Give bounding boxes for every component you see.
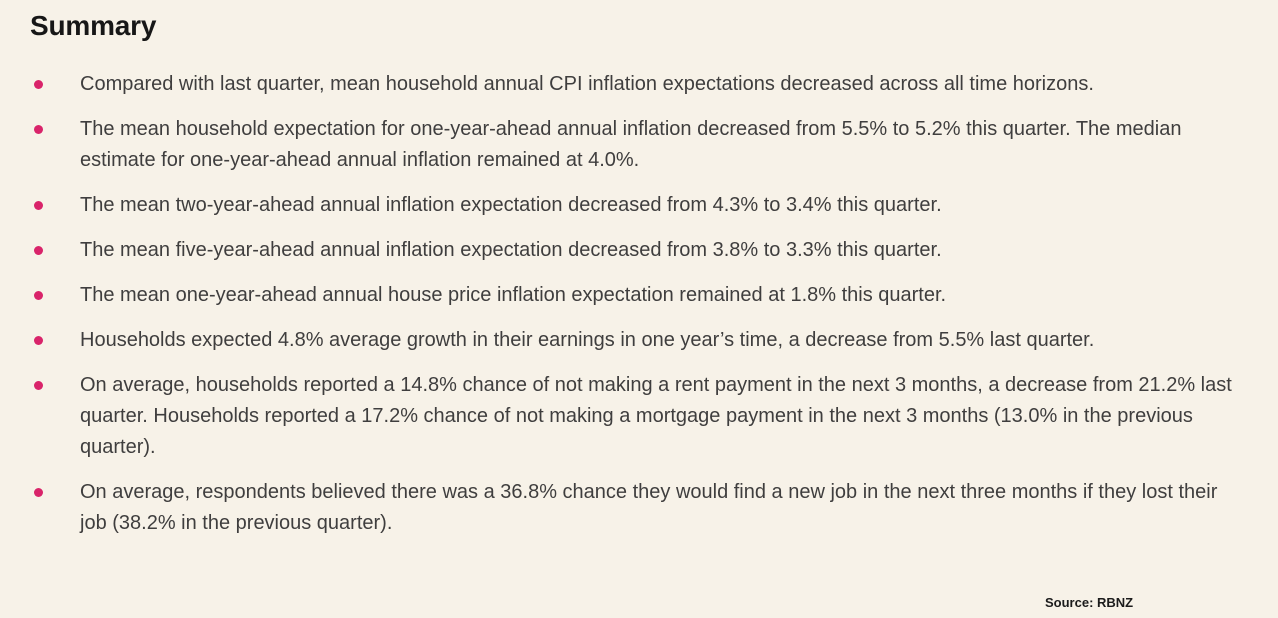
bullet-text: The mean two-year-ahead annual inflation… <box>80 194 942 216</box>
bullet-text: The mean five-year-ahead annual inflatio… <box>80 239 942 261</box>
page-title: Summary <box>30 10 157 41</box>
bullet-text: The mean one-year-ahead annual house pri… <box>80 284 947 306</box>
bullet-icon <box>30 477 80 497</box>
bullet-text: Households expected 4.8% average growth … <box>80 329 1095 351</box>
bullet-text: On average, respondents believed there w… <box>80 481 1218 534</box>
list-item: The mean household expectation for one-y… <box>30 114 1236 176</box>
bullet-icon <box>30 235 80 255</box>
bullet-icon <box>30 190 80 210</box>
list-item: The mean five-year-ahead annual inflatio… <box>30 235 1236 266</box>
bullet-icon <box>30 325 80 345</box>
bullet-icon <box>30 69 80 89</box>
bullet-icon <box>30 114 80 134</box>
summary-section: Summary Compared with last quarter, mean… <box>30 10 1236 539</box>
bullet-text: Compared with last quarter, mean househo… <box>80 73 1094 95</box>
list-item: The mean two-year-ahead annual inflation… <box>30 190 1236 221</box>
bullet-icon <box>30 280 80 300</box>
bullet-text: The mean household expectation for one-y… <box>80 118 1182 171</box>
source-attribution: Source: RBNZ <box>1045 595 1134 610</box>
list-item: The mean one-year-ahead annual house pri… <box>30 280 1236 311</box>
bullet-text: On average, households reported a 14.8% … <box>80 374 1232 458</box>
list-item: On average, respondents believed there w… <box>30 477 1236 539</box>
bullet-list: Compared with last quarter, mean househo… <box>30 69 1236 539</box>
bullet-icon <box>30 370 80 390</box>
list-item: Compared with last quarter, mean househo… <box>30 69 1236 100</box>
list-item: On average, households reported a 14.8% … <box>30 370 1236 463</box>
list-item: Households expected 4.8% average growth … <box>30 325 1236 356</box>
